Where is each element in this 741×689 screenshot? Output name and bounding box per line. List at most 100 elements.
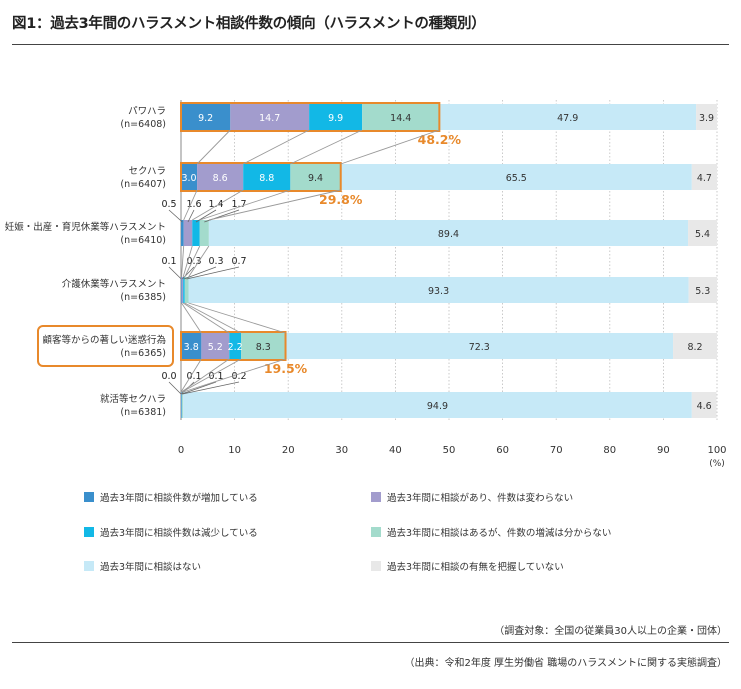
highlight-total-label: 29.8%	[319, 192, 363, 207]
connector-line	[242, 129, 310, 165]
data-label: 47.9	[557, 113, 578, 124]
connector-line	[180, 358, 202, 393]
category-label: 妊娠・出産・育児休業等ハラスメント	[5, 221, 166, 233]
bar-segment	[208, 220, 689, 246]
bar-segment	[199, 220, 209, 246]
chart-title: 図1：過去3年間のハラスメント相談件数の傾向（ハラスメントの種類別）	[12, 16, 486, 32]
connector-line	[196, 129, 231, 165]
x-tick-label: 90	[657, 445, 670, 456]
x-tick-label: 50	[443, 445, 456, 456]
connector-line	[182, 302, 230, 334]
x-unit-label: (%)	[709, 459, 725, 469]
data-label: 0.1	[186, 371, 201, 382]
legend-swatch	[371, 492, 381, 502]
category-n-label: (n=6365)	[120, 348, 166, 359]
data-label: 0.7	[231, 256, 246, 267]
bar-segment	[691, 392, 717, 418]
bar-highlight-box	[180, 331, 287, 361]
bar-segment	[197, 164, 244, 190]
bar-segment	[183, 392, 692, 418]
bar-segment	[183, 277, 185, 303]
data-label: 94.9	[427, 401, 448, 412]
connector-line	[184, 245, 201, 278]
bar-segment	[181, 104, 231, 130]
bar-segment	[340, 164, 692, 190]
connector-line	[183, 189, 198, 221]
connector-line	[183, 358, 286, 393]
connector-line	[290, 129, 363, 165]
category-n-label: (n=6408)	[120, 119, 166, 130]
connector-line	[181, 358, 242, 393]
bar-segment	[229, 333, 242, 359]
connector-line	[340, 129, 440, 165]
bar-segment	[362, 104, 440, 130]
bar-segment	[243, 164, 291, 190]
bar-segment	[688, 277, 717, 303]
x-tick-label: 0	[178, 445, 184, 456]
data-label: 8.3	[256, 342, 271, 353]
bar-segment	[181, 392, 183, 418]
label-leader-line	[168, 381, 182, 395]
data-label: 2.2	[228, 342, 243, 353]
bar-segment	[688, 220, 717, 246]
x-tick-label: 70	[550, 445, 563, 456]
data-label: 5.4	[695, 229, 710, 240]
bar-segment	[691, 164, 717, 190]
x-tick-label: 10	[228, 445, 241, 456]
data-label: 3.9	[699, 113, 714, 124]
label-leader-line	[168, 209, 183, 223]
legend-swatch	[371, 561, 381, 571]
highlight-total-label: 19.5%	[264, 361, 308, 376]
x-tick-label: 40	[389, 445, 402, 456]
bar-highlight-box	[180, 102, 441, 132]
x-tick-label: 30	[335, 445, 348, 456]
data-label: 93.3	[428, 286, 449, 297]
bar-segment	[192, 220, 200, 246]
data-label: 1.7	[231, 199, 246, 210]
connector-line	[181, 302, 202, 334]
data-label: 8.2	[687, 342, 702, 353]
bar-highlight-box	[180, 162, 342, 192]
legend-label: 過去3年間に相談の有無を把握していない	[387, 561, 564, 573]
data-label: 0.5	[161, 199, 176, 210]
bar-segment	[673, 333, 717, 359]
category-n-label: (n=6410)	[120, 235, 166, 246]
x-tick-label: 100	[707, 445, 726, 456]
data-label: 3.0	[181, 173, 196, 184]
category-n-label: (n=6385)	[120, 292, 166, 303]
bar-segment	[181, 277, 182, 303]
bar-segment	[696, 104, 717, 130]
category-label: 介護休業等ハラスメント	[62, 278, 166, 290]
legend-label: 過去3年間に相談があり、件数は変わらない	[387, 492, 573, 504]
data-label: 4.7	[697, 173, 712, 184]
category-n-label: (n=6381)	[120, 407, 166, 418]
bar-segment	[182, 392, 184, 418]
legend-swatch	[84, 561, 94, 571]
legend-label: 過去3年間に相談件数は減少している	[100, 527, 258, 539]
label-leader-line	[187, 209, 195, 223]
category-label: パワハラ	[128, 106, 166, 117]
x-tick-label: 80	[603, 445, 616, 456]
x-tick-label: 20	[282, 445, 295, 456]
data-label: 8.6	[213, 173, 228, 184]
x-tick-label: 60	[496, 445, 509, 456]
legend-swatch	[84, 492, 94, 502]
footer-divider	[12, 642, 729, 643]
bar-segment	[181, 392, 182, 418]
data-label: 3.8	[184, 342, 199, 353]
label-leader-line	[168, 266, 182, 280]
data-label: 0.2	[231, 371, 246, 382]
data-label: 9.2	[198, 113, 213, 124]
data-label: 8.8	[259, 173, 274, 184]
bar-segment	[230, 104, 310, 130]
bar-segment	[290, 164, 341, 190]
label-leader-line	[183, 266, 217, 280]
data-label: 0.1	[161, 256, 176, 267]
bar-segment	[201, 333, 230, 359]
bar-segment	[181, 333, 202, 359]
data-label: 9.9	[328, 113, 343, 124]
connector-line	[199, 189, 291, 221]
legend-label: 過去3年間に相談件数が増加している	[100, 492, 258, 504]
category-n-label: (n=6407)	[120, 179, 166, 190]
bar-segment	[309, 104, 363, 130]
